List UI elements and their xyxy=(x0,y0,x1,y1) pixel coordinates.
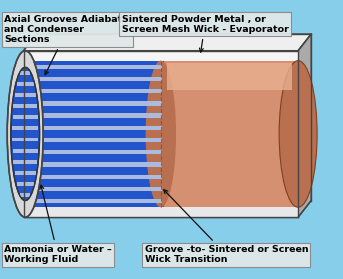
FancyBboxPatch shape xyxy=(32,77,163,81)
Ellipse shape xyxy=(279,61,317,207)
FancyBboxPatch shape xyxy=(17,82,34,86)
FancyBboxPatch shape xyxy=(32,162,163,167)
FancyBboxPatch shape xyxy=(32,187,163,191)
FancyBboxPatch shape xyxy=(32,65,163,69)
FancyBboxPatch shape xyxy=(24,51,298,61)
FancyBboxPatch shape xyxy=(32,126,163,130)
FancyBboxPatch shape xyxy=(32,175,163,179)
FancyBboxPatch shape xyxy=(20,193,31,197)
FancyBboxPatch shape xyxy=(24,207,298,217)
FancyBboxPatch shape xyxy=(32,114,163,118)
FancyBboxPatch shape xyxy=(13,160,37,164)
Ellipse shape xyxy=(146,61,176,207)
FancyBboxPatch shape xyxy=(15,93,36,97)
FancyBboxPatch shape xyxy=(32,199,163,203)
Text: Ammonia or Water –
Working Fluid: Ammonia or Water – Working Fluid xyxy=(4,185,112,264)
Text: Axial Grooves Adiabatic
and Condenser
Sections: Axial Grooves Adiabatic and Condenser Se… xyxy=(4,15,131,75)
FancyBboxPatch shape xyxy=(20,71,31,75)
FancyBboxPatch shape xyxy=(12,126,38,130)
FancyBboxPatch shape xyxy=(32,89,163,93)
Text: Sintered Powder Metal , or
Screen Mesh Wick - Evaporator: Sintered Powder Metal , or Screen Mesh W… xyxy=(122,15,288,52)
FancyBboxPatch shape xyxy=(32,101,163,105)
FancyBboxPatch shape xyxy=(30,61,164,207)
FancyBboxPatch shape xyxy=(167,63,292,90)
FancyBboxPatch shape xyxy=(32,150,163,154)
Text: Groove -to- Sintered or Screen
Wick Transition: Groove -to- Sintered or Screen Wick Tran… xyxy=(144,190,308,264)
FancyBboxPatch shape xyxy=(15,171,36,175)
FancyBboxPatch shape xyxy=(161,61,298,207)
FancyBboxPatch shape xyxy=(17,182,34,186)
FancyBboxPatch shape xyxy=(12,138,38,141)
FancyBboxPatch shape xyxy=(13,115,38,119)
FancyBboxPatch shape xyxy=(24,51,298,217)
FancyBboxPatch shape xyxy=(13,104,37,108)
Ellipse shape xyxy=(11,67,39,201)
FancyBboxPatch shape xyxy=(13,149,38,153)
Polygon shape xyxy=(298,34,311,217)
Ellipse shape xyxy=(7,51,43,217)
FancyBboxPatch shape xyxy=(32,138,163,142)
Polygon shape xyxy=(24,34,311,51)
